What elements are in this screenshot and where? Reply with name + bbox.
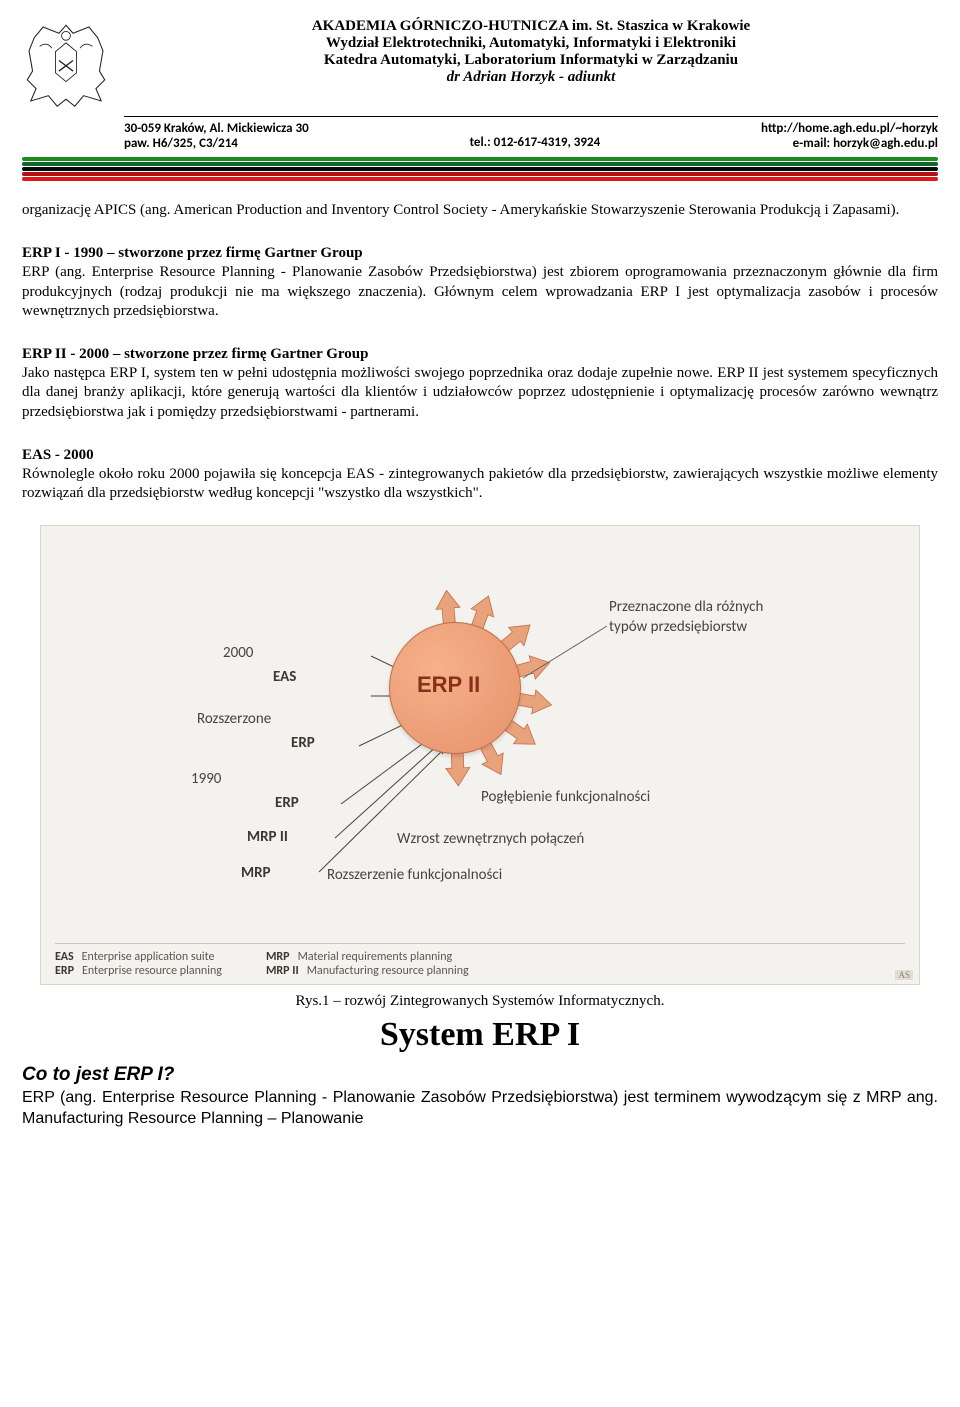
decorative-bar [22,172,938,176]
figure-label: ERP [275,794,299,812]
decorative-bar [22,157,938,161]
figure-label: MRP II [247,828,288,846]
author-line: dr Adrian Horzyk - adiunkt [124,69,938,86]
legend-full: Enterprise application suite [82,950,215,964]
figure-label: typów przedsiębiorstw [609,618,747,636]
color-bars [22,157,938,181]
erp2-text: Jako następca ERP I, system ten w pełni … [22,365,938,419]
question-title: Co to jest ERP I? [22,1064,938,1086]
telephone: tel.: 012-617-4319, 3924 [470,121,601,151]
institution-line-2: Wydział Elektrotechniki, Automatyki, Inf… [124,35,938,52]
eas-text: Równolegle około roku 2000 pojawiła się … [22,466,938,501]
legend-abbr: MRP II [266,964,299,978]
agh-emblem-icon [22,18,110,110]
address-line-1: 30-059 Kraków, Al. Mickiewicza 30 [124,121,309,136]
paragraph-erp1: ERP I - 1990 – stworzone przez firmę Gar… [22,244,938,321]
email: e-mail: horzyk@agh.edu.pl [761,136,938,151]
last-paragraph: ERP (ang. Enterprise Resource Planning -… [22,1088,938,1130]
figure-label: 2000 [223,644,253,662]
address-line-2: paw. H6/325, C3/214 [124,136,309,151]
legend-abbr: MRP [266,950,290,964]
header-text-block: AKADEMIA GÓRNICZO-HUTNICZA im. St. Stasz… [124,18,938,86]
legend-abbr: EAS [55,950,74,964]
figure-label: ERP [291,734,315,752]
paragraph-erp2: ERP II - 2000 – stworzone przez firmę Ga… [22,345,938,422]
web-block: http://home.agh.edu.pl/~horzyk e-mail: h… [761,121,938,151]
legend-full: Enterprise resource planning [82,964,222,978]
erp1-text: ERP (ang. Enterprise Resource Planning -… [22,264,938,318]
figure-label: Wzrost zewnętrznych połączeń [397,830,584,848]
figure-label: 1990 [191,770,221,788]
address-block: 30-059 Kraków, Al. Mickiewicza 30 paw. H… [124,121,309,151]
institution-line-3: Katedra Automatyki, Laboratorium Informa… [124,52,938,69]
legend-item: EAS Enterprise application suite [55,950,222,964]
figure-legend: EAS Enterprise application suite ERP Enterp… [55,943,905,984]
legend-full: Manufacturing resource planning [307,964,469,978]
eas-heading: EAS - 2000 [22,447,94,463]
system-erp-title: System ERP I [22,1016,938,1054]
erp2-heading: ERP II - 2000 – stworzone przez firmę Ga… [22,346,368,362]
paragraph-eas: EAS - 2000 Równolegle około roku 2000 po… [22,446,938,504]
legend-item: MRP Material requirements planning [266,950,469,964]
paragraph-apics: organizację APICS (ang. American Product… [22,201,938,220]
contact-row: 30-059 Kraków, Al. Mickiewicza 30 paw. H… [124,116,938,157]
figure-caption: Rys.1 – rozwój Zintegrowanych Systemów I… [22,993,938,1010]
figure-label: Rozszerzone [197,710,271,728]
decorative-bar [22,167,938,171]
institution-line-1: AKADEMIA GÓRNICZO-HUTNICZA im. St. Stasz… [124,18,938,35]
figure-label: MRP [241,864,271,882]
figure-arrows-layer [41,526,919,984]
figure-label: Przeznaczone dla różnych [609,598,763,616]
figure-label: EAS [273,668,296,686]
figure-label: Pogłębienie funkcjonalności [481,788,650,806]
legend-full: Material requirements planning [298,950,453,964]
legend-abbr: ERP [55,964,74,978]
figure-label: Rozszerzenie funkcjonalności [327,866,502,884]
erp2-circle-label: ERP II [417,672,480,698]
legend-item: MRP II Manufacturing resource planning [266,964,469,978]
erp1-heading: ERP I - 1990 – stworzone przez firmę Gar… [22,245,363,261]
decorative-bar [22,162,938,166]
figure-source-mark: AS [895,970,913,980]
website-url: http://home.agh.edu.pl/~horzyk [761,121,938,136]
legend-item: ERP Enterprise resource planning [55,964,222,978]
page-header: AKADEMIA GÓRNICZO-HUTNICZA im. St. Stasz… [22,18,938,110]
erp-evolution-figure: ERP II 2000 EAS Rozszerzone ERP 1990 ERP MRP II… [40,525,920,985]
body-content: organizację APICS (ang. American Product… [22,201,938,503]
decorative-bar [22,177,938,181]
